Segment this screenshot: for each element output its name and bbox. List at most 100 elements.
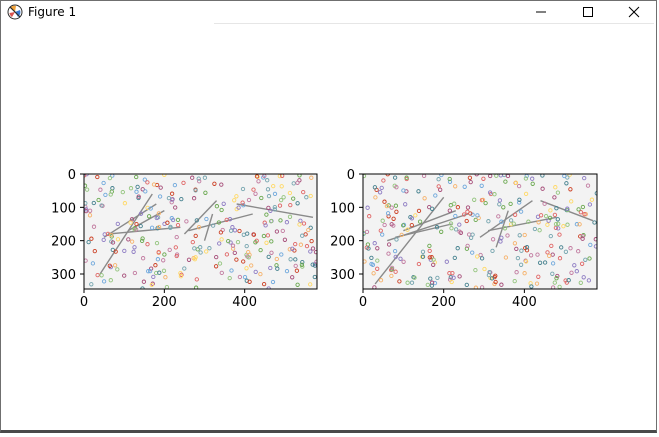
keypoint-marker: [397, 279, 402, 284]
figure-canvas[interactable]: 0 200 400 0 100 200 300 0 200 400 0 100 200 300: [2, 24, 655, 430]
keypoint-marker: [279, 184, 284, 189]
keypoint-marker: [578, 280, 583, 285]
title-bar[interactable]: Figure 1: [1, 1, 656, 23]
keypoint-marker: [564, 181, 569, 186]
keypoint-marker: [272, 191, 278, 197]
keypoint-marker: [84, 258, 88, 263]
keypoint-marker: [587, 202, 593, 207]
keypoint-marker: [553, 185, 558, 190]
keypoint-marker: [480, 197, 486, 203]
keypoint-marker: [455, 246, 460, 251]
keypoint-marker: [300, 264, 305, 269]
keypoint-marker: [386, 251, 391, 256]
keypoint-marker: [468, 179, 473, 185]
keypoint-marker: [579, 261, 585, 266]
keypoint-marker: [511, 221, 516, 226]
keypoint-marker: [439, 174, 444, 178]
keypoint-marker: [304, 195, 309, 200]
keypoint-marker: [216, 220, 222, 225]
keypoint-marker: [457, 229, 462, 234]
keypoint-marker: [84, 183, 88, 188]
keypoint-marker: [464, 282, 469, 288]
keypoint-marker: [436, 184, 441, 189]
keypoint-marker: [473, 285, 479, 289]
keypoint-marker: [542, 260, 548, 265]
keypoint-marker: [427, 248, 432, 254]
keypoint-marker: [536, 220, 541, 225]
keypoint-marker: [110, 174, 115, 178]
keypoint-marker: [452, 201, 457, 206]
keypoint-marker: [143, 189, 148, 194]
keypoint-marker: [274, 256, 279, 262]
keypoint-marker: [552, 280, 557, 285]
keypoint-marker: [308, 225, 313, 230]
keypoint-marker: [563, 249, 569, 254]
keypoint-marker: [145, 242, 150, 247]
keypoint-marker: [234, 257, 239, 262]
keypoint-marker: [92, 248, 97, 254]
keypoint-marker: [420, 254, 426, 259]
keypoint-marker: [581, 275, 586, 280]
axes-frame: [83, 173, 318, 290]
keypoint-marker: [173, 205, 178, 210]
keypoint-marker: [427, 243, 432, 249]
keypoint-marker: [502, 226, 508, 231]
keypoint-marker: [370, 262, 376, 267]
keypoint-marker: [109, 232, 114, 238]
keypoint-marker: [438, 187, 443, 192]
keypoint-marker: [204, 216, 209, 222]
keypoint-marker: [278, 197, 284, 203]
keypoint-marker: [232, 198, 237, 203]
keypoint-marker: [84, 201, 88, 206]
keypoint-marker: [253, 191, 258, 196]
keypoint-marker: [592, 220, 597, 225]
close-button[interactable]: [611, 1, 657, 23]
close-icon: [628, 6, 640, 18]
keypoint-marker: [481, 176, 486, 181]
keypoint-marker: [310, 262, 315, 267]
keypoint-marker: [284, 268, 290, 274]
keypoint-marker: [428, 276, 433, 281]
minimize-button[interactable]: [518, 1, 564, 23]
keypoint-marker: [149, 282, 154, 288]
keypoint-marker: [503, 179, 508, 184]
keypoint-marker: [153, 263, 158, 268]
keypoint-marker: [147, 268, 153, 274]
keypoint-marker: [151, 274, 156, 280]
keypoint-marker: [148, 266, 154, 271]
x-tick-label: 0: [359, 295, 367, 310]
keypoint-marker: [247, 279, 252, 284]
keypoint-marker: [244, 266, 249, 271]
keypoint-marker: [182, 266, 187, 271]
keypoint-marker: [578, 210, 584, 215]
keypoint-marker: [293, 257, 298, 262]
keypoint-marker: [429, 280, 435, 285]
keypoint-marker: [268, 208, 273, 213]
keypoint-marker: [291, 181, 296, 186]
keypoint-marker: [465, 243, 470, 249]
keypoint-marker: [382, 199, 387, 204]
keypoint-marker: [512, 278, 517, 284]
maximize-button[interactable]: [565, 1, 611, 23]
keypoint-marker: [405, 280, 410, 285]
keypoint-marker: [428, 257, 433, 262]
keypoint-marker: [371, 271, 376, 276]
keypoint-marker: [593, 244, 597, 249]
keypoint-marker: [90, 261, 96, 266]
keypoint-marker: [306, 227, 311, 233]
keypoint-marker: [132, 227, 137, 232]
keypoint-marker: [409, 216, 415, 221]
keypoint-marker: [266, 193, 272, 199]
sketch-stroke: [487, 216, 557, 232]
keypoint-marker: [420, 249, 426, 254]
keypoint-marker: [265, 187, 271, 192]
keypoint-marker: [270, 279, 276, 285]
keypoint-marker: [235, 239, 241, 245]
keypoint-marker: [372, 241, 377, 246]
keypoint-marker: [217, 241, 222, 246]
keypoint-marker: [229, 268, 234, 273]
keypoint-marker: [173, 245, 178, 250]
keypoint-marker: [288, 257, 293, 262]
keypoint-marker: [148, 206, 153, 211]
